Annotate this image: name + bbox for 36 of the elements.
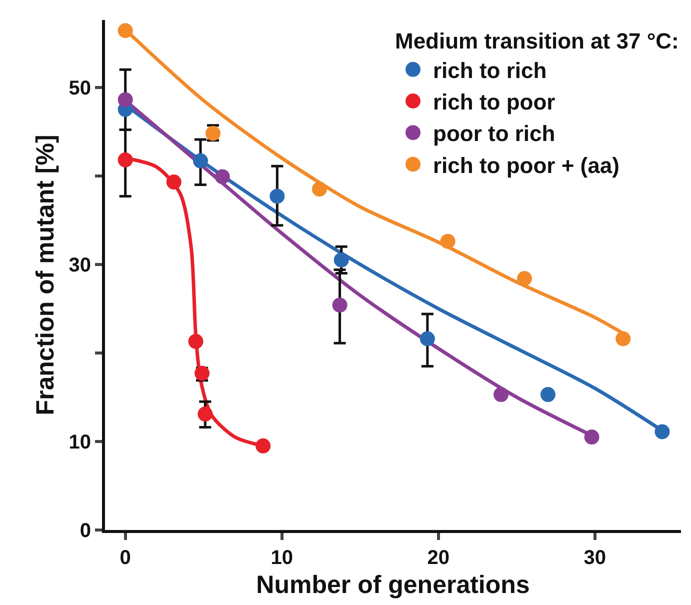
y-tick-label: 0 — [80, 520, 91, 542]
point — [214, 169, 230, 184]
legend-label: rich to poor + (aa) — [433, 152, 620, 178]
point — [118, 23, 133, 38]
point — [118, 92, 133, 108]
legend-label: rich to poor — [433, 90, 556, 115]
x-axis-title: Number of generations — [256, 571, 530, 599]
legend-label: rich to rich — [433, 58, 547, 83]
point — [188, 334, 204, 349]
point — [312, 182, 327, 197]
x-tick-label: 0 — [120, 547, 131, 569]
point — [494, 387, 508, 402]
x-tick-label: 20 — [427, 547, 450, 569]
point — [270, 188, 285, 204]
point — [540, 387, 556, 402]
point — [420, 331, 435, 346]
point — [654, 424, 670, 440]
point — [256, 438, 271, 454]
point — [440, 234, 456, 249]
point — [118, 152, 133, 168]
point — [584, 430, 600, 445]
y-tick-label: 30 — [68, 254, 91, 276]
point — [166, 174, 182, 190]
point — [334, 252, 349, 268]
point — [332, 298, 348, 313]
y-axis-title: Franction of mutant [%] — [32, 134, 60, 416]
legend-label: poor to rich — [433, 121, 556, 146]
x-tick-label: 10 — [270, 547, 293, 569]
point — [198, 406, 213, 422]
point — [516, 271, 532, 286]
point — [616, 331, 631, 346]
y-tick-label: 50 — [68, 77, 91, 100]
y-tick-label: 10 — [68, 431, 91, 454]
x-tick-label: 30 — [584, 547, 606, 569]
legend-title: Medium transition at 37 °C: — [395, 28, 679, 54]
point — [192, 153, 208, 168]
